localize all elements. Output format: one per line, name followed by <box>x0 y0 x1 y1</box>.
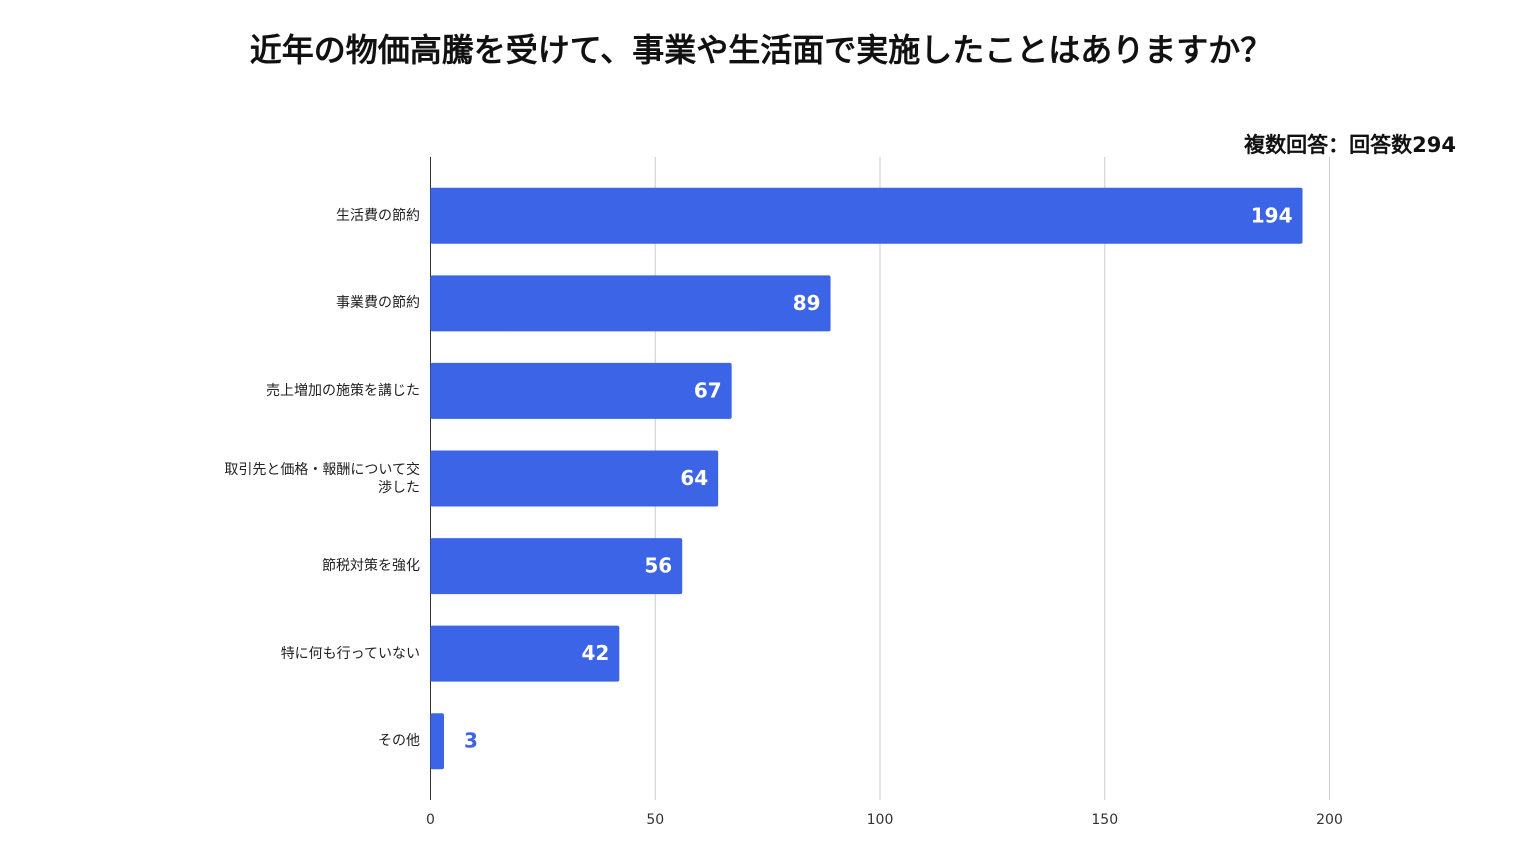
value-label: 64 <box>680 466 708 490</box>
y-tick-label: 取引先と価格・報酬について交渉した <box>224 461 420 496</box>
x-tick-label: 100 <box>867 812 894 828</box>
value-label: 56 <box>644 554 672 578</box>
x-tick-label: 0 <box>426 812 435 828</box>
x-tick-label: 50 <box>646 812 664 828</box>
chart-title: 近年の物価高騰を受けて、事業や生活面で実施したことはありますか？ <box>250 31 1272 69</box>
y-tick-label: その他 <box>378 733 420 750</box>
y-tick-label: 節税対策を強化 <box>322 558 420 575</box>
bar <box>430 362 732 419</box>
bar <box>430 450 719 507</box>
value-label: 42 <box>581 641 609 665</box>
value-label: 3 <box>464 729 478 753</box>
value-label: 89 <box>793 291 821 315</box>
y-tick-label: 事業費の節約 <box>336 295 420 312</box>
bar <box>430 713 444 770</box>
annotation: 複数回答：回答数294 <box>1243 133 1456 157</box>
value-label: 194 <box>1251 203 1293 227</box>
x-tick-label: 150 <box>1091 812 1118 828</box>
value-label: 67 <box>694 378 722 402</box>
y-tick-label: 特に何も行っていない <box>280 645 420 662</box>
bar <box>430 625 620 682</box>
bar <box>430 275 831 332</box>
bar <box>430 538 683 595</box>
y-tick-label: 生活費の節約 <box>336 207 420 224</box>
bar <box>430 187 1303 244</box>
x-tick-label: 200 <box>1316 812 1343 828</box>
y-tick-label: 売上増加の施策を講じた <box>266 382 420 399</box>
